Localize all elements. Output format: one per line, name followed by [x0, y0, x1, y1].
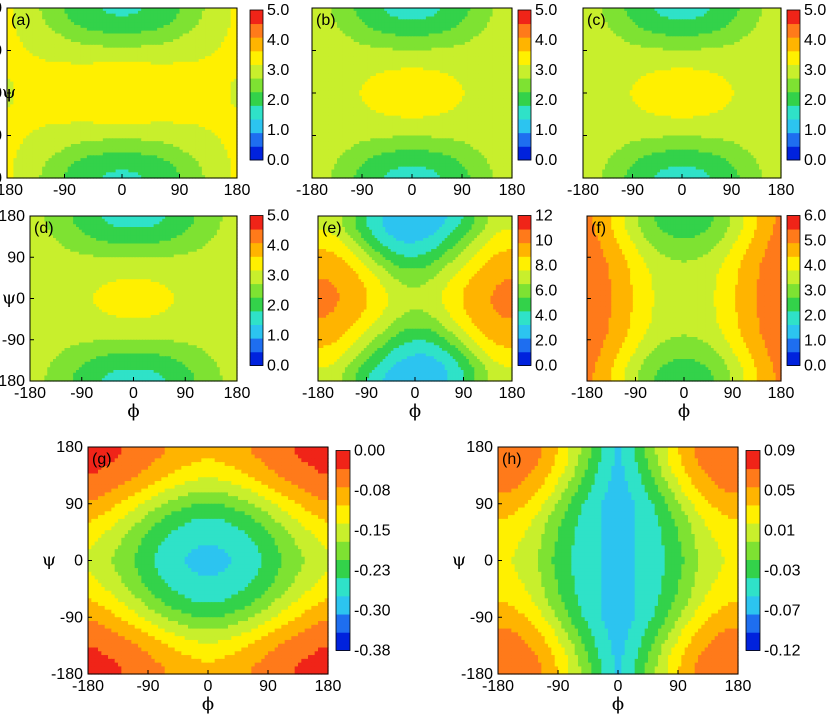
heatmap-cells-a: [7, 8, 238, 179]
panel-a: (a)-180-90090180-180-90090180ψ0.01.02.03…: [0, 0, 289, 199]
panels-layer: (a)-180-90090180-180-90090180ψ0.01.02.03…: [0, 0, 826, 715]
figure-canvas: (a)-180-90090180-180-90090180ψ0.01.02.03…: [0, 0, 830, 724]
